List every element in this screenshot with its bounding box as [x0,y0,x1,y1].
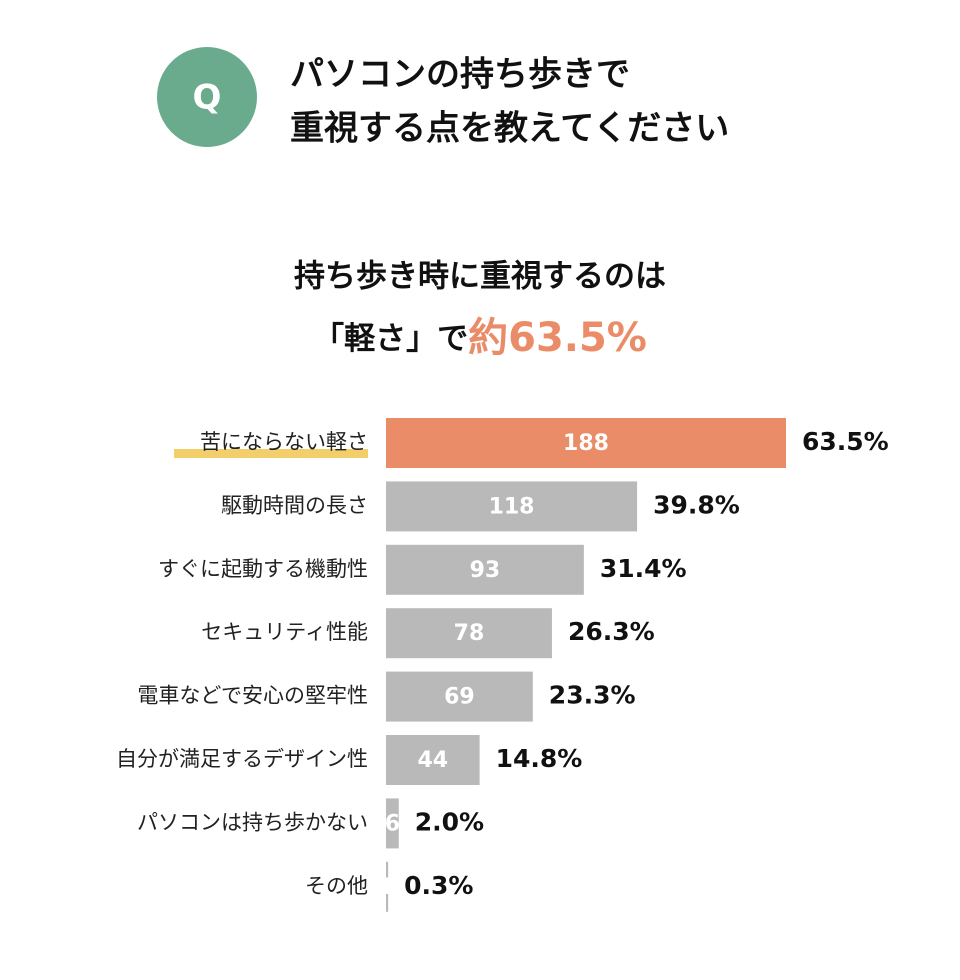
percentage-label: 39.8% [653,490,740,519]
bar-value: 118 [489,494,535,519]
question-line: 重視する点を教えてください [290,109,729,149]
category-label: 電車などで安心の堅牢性 [137,684,368,708]
headline-highlight: 約63.5% [468,315,647,361]
bar-value: 69 [444,685,475,710]
category-label: すぐに起動する機動性 [158,557,368,581]
bar [386,798,399,849]
percentage-label: 2.0% [415,807,484,836]
headline: 「軽さ」で [313,321,468,357]
bar [386,418,786,468]
bar [386,544,584,595]
percentage-label: 31.4% [600,554,687,583]
question-line: パソコンの持ち歩きで [290,55,630,95]
bar [386,481,638,532]
percentage-label: 63.5% [802,427,889,456]
bar-value: 93 [470,558,501,583]
category-label: セキュリティ性能 [201,620,368,644]
bar-value: 78 [454,621,485,646]
category-label: その他 [305,874,368,898]
bar [386,735,480,785]
category-label: 苦にならない軽さ [200,430,368,454]
category-label: 自分が満足するデザイン性 [116,747,368,771]
bar-value: 188 [563,431,609,456]
percentage-label: 23.3% [549,681,636,710]
percentage-label: 14.8% [496,744,583,773]
q-badge [157,47,257,147]
headline: 持ち歩き時に重視するのは [294,259,666,295]
headline-2: 「軽さ」で約63.5% [313,315,647,361]
bar-value: 6 [385,811,400,836]
bar-value: 1 [379,875,394,900]
category-label: パソコンは持ち歩かない [137,810,368,834]
bar-value: 44 [417,748,448,773]
label-underline [174,449,368,458]
percentage-label: 26.3% [568,617,655,646]
bar [386,671,533,722]
category-label: 駆動時間の長さ [221,493,368,517]
bar [386,861,389,912]
bar [386,608,552,659]
q-letter: Q [193,78,222,118]
percentage-label: 0.3% [404,871,473,900]
